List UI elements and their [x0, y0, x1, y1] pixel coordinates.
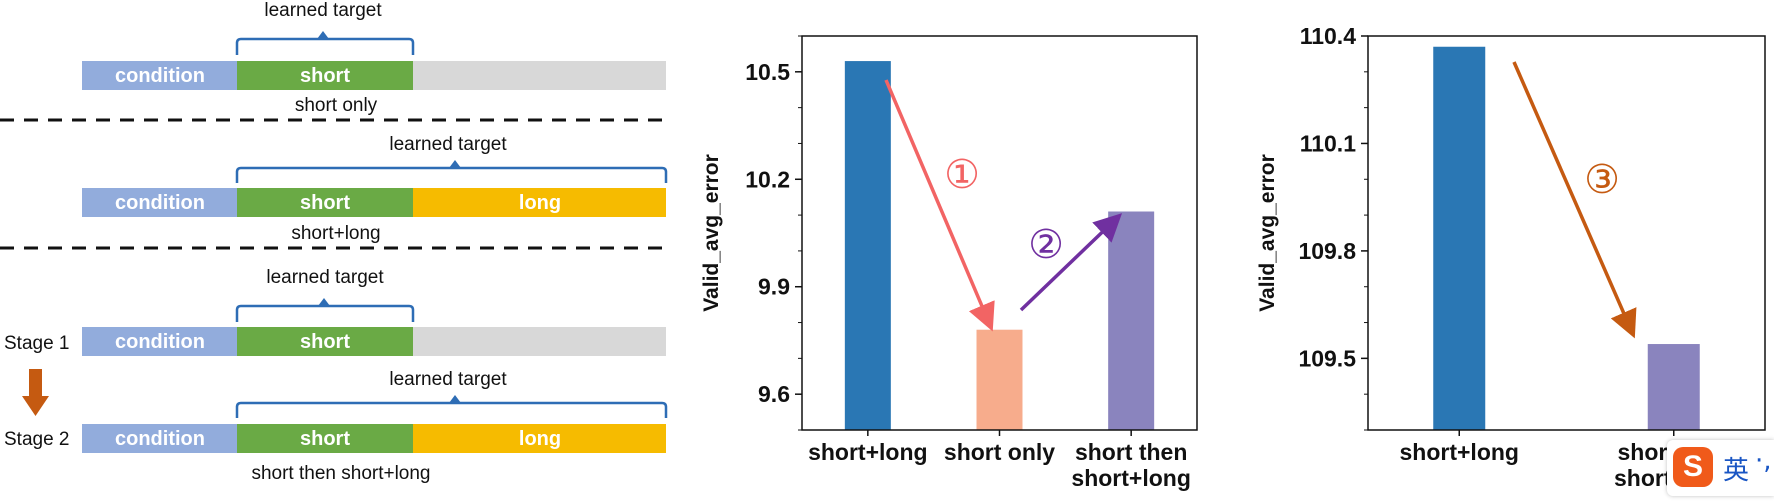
annotation-arrow	[1019, 213, 1123, 312]
ime-language-label: 英	[1723, 456, 1750, 486]
empty-segment	[413, 327, 666, 356]
annotation-label: ③	[1584, 158, 1620, 202]
ime-punctuation-label: ·,	[1755, 446, 1772, 476]
x-tick-label: short+long	[808, 439, 927, 465]
long-segment	[413, 424, 666, 453]
annotation-arrow	[884, 79, 995, 332]
y-axis-title: Valid_avg_error	[1256, 154, 1279, 312]
y-tick-label: 9.9	[758, 274, 790, 300]
target-brace	[235, 304, 415, 322]
short-label: short	[300, 331, 350, 353]
row-caption: short only	[295, 95, 378, 116]
learned-target-label: learned target	[264, 0, 382, 21]
annotation-arrow	[1512, 61, 1637, 339]
y-tick-label: 110.4	[1300, 23, 1356, 49]
chart-valid-avg-error-1: 9.6 9.9 10.2 10.5 Valid_avg_error short+long s…	[700, 35, 1198, 491]
chart-valid-avg-error-2: 109.5 109.8 110.1 110.4 Valid_avg_errorshort…	[1256, 23, 1766, 491]
bar-1	[1433, 46, 1486, 430]
short-segment	[237, 327, 413, 356]
condition-segment	[82, 327, 237, 356]
row-caption: short+long	[291, 223, 380, 244]
bar-1	[844, 61, 891, 431]
brace-tip	[449, 395, 461, 403]
training-scheme-diagram: learned target condition short short onl…	[0, 0, 670, 484]
stage-label: Stage 2	[4, 429, 70, 450]
x-tick-label: short only	[944, 439, 1055, 465]
plot-frame	[1367, 35, 1766, 431]
condition-label: condition	[115, 428, 205, 450]
row-caption: short then short+long	[251, 463, 430, 484]
y-tick-label: 109.8	[1298, 238, 1356, 264]
condition-segment	[82, 188, 237, 217]
condition-segment	[82, 424, 237, 453]
condition-label: condition	[115, 331, 205, 353]
short-segment	[237, 61, 413, 90]
empty-segment	[413, 61, 666, 90]
bar-2	[976, 329, 1023, 430]
learned-target-label: learned target	[389, 369, 507, 390]
row-stage-1: learned target Stage 1 condition short	[4, 267, 666, 356]
y-tick-label: 110.1	[1300, 130, 1356, 156]
annotation-label: ②	[1028, 223, 1064, 267]
learned-target-label: learned target	[266, 267, 384, 288]
long-label: long	[519, 192, 561, 214]
long-label: long	[519, 428, 561, 450]
bar-2	[1647, 344, 1700, 430]
short-segment	[237, 188, 413, 217]
y-tick-label: 10.2	[745, 166, 790, 192]
learned-target-label: learned target	[389, 134, 507, 155]
short-label: short	[300, 192, 350, 214]
target-brace	[235, 37, 415, 55]
long-segment	[413, 188, 666, 217]
y-tick-label: 109.5	[1298, 345, 1356, 371]
row-stage-2: learned target Stage 2 condition short l…	[4, 369, 668, 484]
bar-3	[1108, 211, 1155, 430]
brace-tip	[449, 160, 461, 168]
x-tick-label: short+long	[1400, 439, 1519, 465]
condition-label: condition	[115, 192, 205, 214]
condition-label: condition	[115, 65, 205, 87]
y-tick-label: 10.5	[745, 59, 790, 85]
ime-badge[interactable]: S 英 ·,	[1667, 440, 1774, 496]
target-brace	[235, 166, 668, 183]
short-label: short	[300, 428, 350, 450]
stage-arrow-icon	[22, 369, 49, 416]
short-segment	[237, 424, 413, 453]
brace-tip	[317, 31, 329, 39]
short-label: short	[300, 65, 350, 87]
row-short-only: learned target condition short short onl…	[82, 0, 666, 116]
target-brace	[235, 401, 668, 418]
y-axis-title: Valid_avg_error	[700, 154, 723, 312]
y-tick-label: 9.6	[758, 381, 790, 407]
condition-segment	[82, 61, 237, 90]
stage-label: Stage 1	[4, 333, 70, 354]
sogou-logo-icon: S	[1673, 447, 1713, 487]
annotation-label: ①	[944, 153, 980, 197]
brace-tip	[318, 298, 330, 306]
row-short-long: learned target condition short long shor…	[82, 134, 668, 244]
